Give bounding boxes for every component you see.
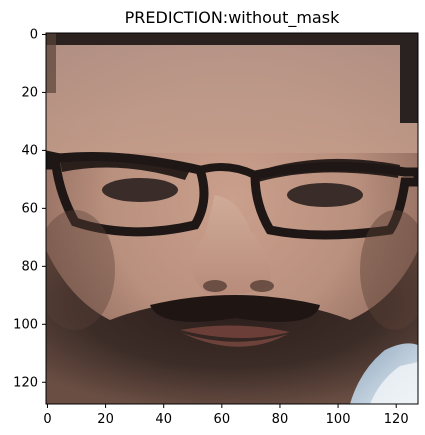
face-image: [35, 33, 425, 404]
y-tick-label: 120: [13, 375, 38, 390]
x-tick-label: 20: [97, 412, 114, 427]
y-tick-label: 40: [21, 143, 38, 158]
x-axis: 0 20 40 60 80 100 120: [43, 404, 408, 427]
y-tick-label: 20: [21, 85, 38, 100]
y-tick-label: 80: [21, 259, 38, 274]
y-axis: 0 20 40 60 80 100 120: [13, 27, 46, 390]
y-tick-label: 60: [21, 201, 38, 216]
y-tick-label: 0: [30, 27, 38, 42]
x-tick-label: 0: [43, 412, 51, 427]
y-tick-label: 100: [13, 317, 38, 332]
x-tick-label: 120: [384, 412, 409, 427]
x-tick-label: 80: [272, 412, 289, 427]
x-tick-label: 40: [155, 412, 172, 427]
x-tick-label: 100: [326, 412, 351, 427]
x-tick-label: 60: [214, 412, 231, 427]
